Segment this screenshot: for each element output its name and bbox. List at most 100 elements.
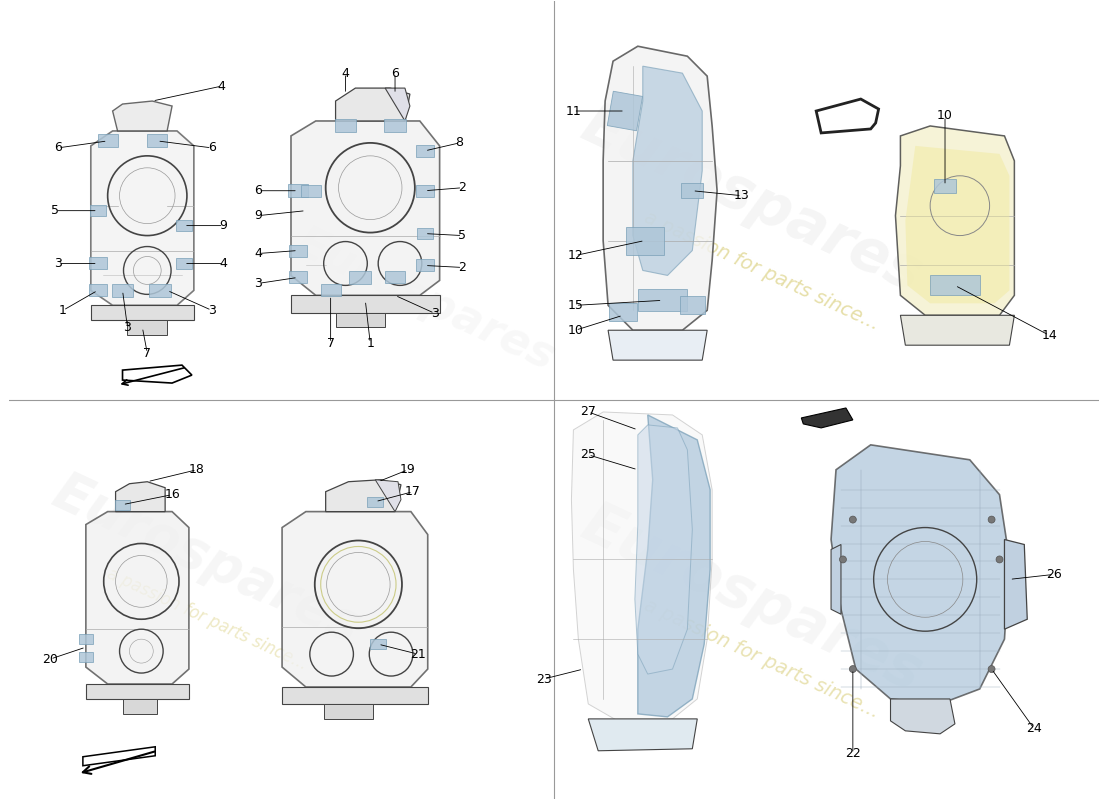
Bar: [147, 134, 167, 147]
Text: 1: 1: [366, 337, 374, 350]
Polygon shape: [832, 545, 842, 614]
Circle shape: [849, 666, 856, 673]
Text: Eurospares: Eurospares: [288, 222, 561, 379]
Bar: [289, 271, 307, 283]
Polygon shape: [282, 687, 428, 704]
Polygon shape: [116, 482, 165, 512]
Text: 6: 6: [254, 184, 262, 198]
Polygon shape: [635, 425, 692, 674]
Polygon shape: [603, 46, 717, 330]
Polygon shape: [91, 131, 194, 306]
Circle shape: [849, 516, 856, 523]
Text: 20: 20: [42, 653, 58, 666]
Text: 3: 3: [254, 277, 262, 290]
Bar: [289, 245, 307, 257]
Bar: [98, 134, 118, 147]
Text: 16: 16: [164, 488, 180, 501]
Text: 6: 6: [208, 142, 216, 154]
Bar: [79, 634, 92, 644]
Text: 5: 5: [51, 204, 59, 217]
Text: 6: 6: [392, 66, 399, 80]
Text: 4: 4: [218, 79, 226, 93]
Bar: [90, 205, 106, 216]
Text: a passion for parts since...: a passion for parts since...: [641, 596, 882, 722]
Text: 4: 4: [341, 66, 350, 80]
Text: 2: 2: [459, 261, 466, 274]
Polygon shape: [326, 480, 402, 512]
Bar: [79, 652, 92, 662]
Polygon shape: [901, 315, 1014, 345]
Text: 11: 11: [565, 105, 581, 118]
Polygon shape: [292, 295, 440, 314]
Text: 4: 4: [254, 247, 262, 260]
Text: 9: 9: [220, 219, 228, 232]
Text: 1: 1: [59, 304, 67, 317]
Text: 9: 9: [254, 209, 262, 222]
Polygon shape: [891, 699, 955, 734]
Bar: [334, 119, 356, 133]
Bar: [89, 285, 107, 296]
Text: a passion for parts since...: a passion for parts since...: [641, 207, 882, 334]
Polygon shape: [905, 146, 1010, 303]
Polygon shape: [86, 684, 189, 699]
Text: 3: 3: [54, 257, 62, 270]
Polygon shape: [632, 66, 702, 275]
Bar: [384, 119, 406, 133]
Bar: [681, 183, 703, 198]
Text: 4: 4: [220, 257, 228, 270]
Circle shape: [839, 556, 846, 563]
Bar: [626, 226, 663, 254]
Bar: [150, 284, 172, 297]
Text: 24: 24: [1026, 722, 1042, 735]
Text: a passion for parts since...: a passion for parts since...: [103, 565, 310, 674]
Polygon shape: [122, 365, 191, 383]
Text: 8: 8: [455, 136, 463, 150]
Bar: [371, 639, 386, 649]
Text: 26: 26: [1046, 568, 1062, 581]
Polygon shape: [336, 88, 410, 121]
Text: 13: 13: [734, 190, 750, 202]
Text: 3: 3: [123, 321, 131, 334]
Text: 15: 15: [568, 299, 583, 312]
Polygon shape: [832, 445, 1010, 704]
Text: 23: 23: [536, 673, 551, 686]
Polygon shape: [608, 330, 707, 360]
Circle shape: [996, 556, 1003, 563]
Bar: [176, 220, 191, 231]
Text: 17: 17: [405, 485, 421, 498]
Bar: [416, 145, 433, 157]
Text: 7: 7: [327, 337, 334, 350]
Text: 3: 3: [431, 307, 439, 320]
Polygon shape: [323, 704, 373, 719]
Polygon shape: [638, 415, 711, 717]
Text: 6: 6: [54, 142, 62, 154]
Text: 14: 14: [1042, 329, 1057, 342]
Bar: [321, 285, 341, 296]
Bar: [176, 258, 191, 269]
Text: 5: 5: [459, 229, 466, 242]
Polygon shape: [336, 314, 385, 327]
Bar: [931, 275, 980, 295]
Text: 21: 21: [410, 648, 426, 661]
Polygon shape: [112, 101, 172, 131]
Text: 25: 25: [581, 448, 596, 462]
Polygon shape: [91, 306, 194, 320]
Bar: [680, 296, 705, 314]
Polygon shape: [122, 699, 157, 714]
Circle shape: [988, 516, 996, 523]
Text: 22: 22: [845, 747, 860, 760]
Bar: [609, 303, 637, 322]
Bar: [288, 184, 308, 198]
Polygon shape: [128, 320, 167, 335]
Bar: [416, 185, 433, 197]
Bar: [385, 271, 405, 283]
Text: 12: 12: [568, 249, 583, 262]
Text: 27: 27: [581, 406, 596, 418]
Text: 19: 19: [400, 463, 416, 476]
Polygon shape: [82, 746, 155, 766]
Bar: [89, 258, 107, 270]
Text: 10: 10: [937, 110, 953, 122]
Bar: [301, 185, 321, 197]
Text: Eurospares: Eurospares: [572, 97, 931, 305]
Bar: [111, 284, 133, 297]
